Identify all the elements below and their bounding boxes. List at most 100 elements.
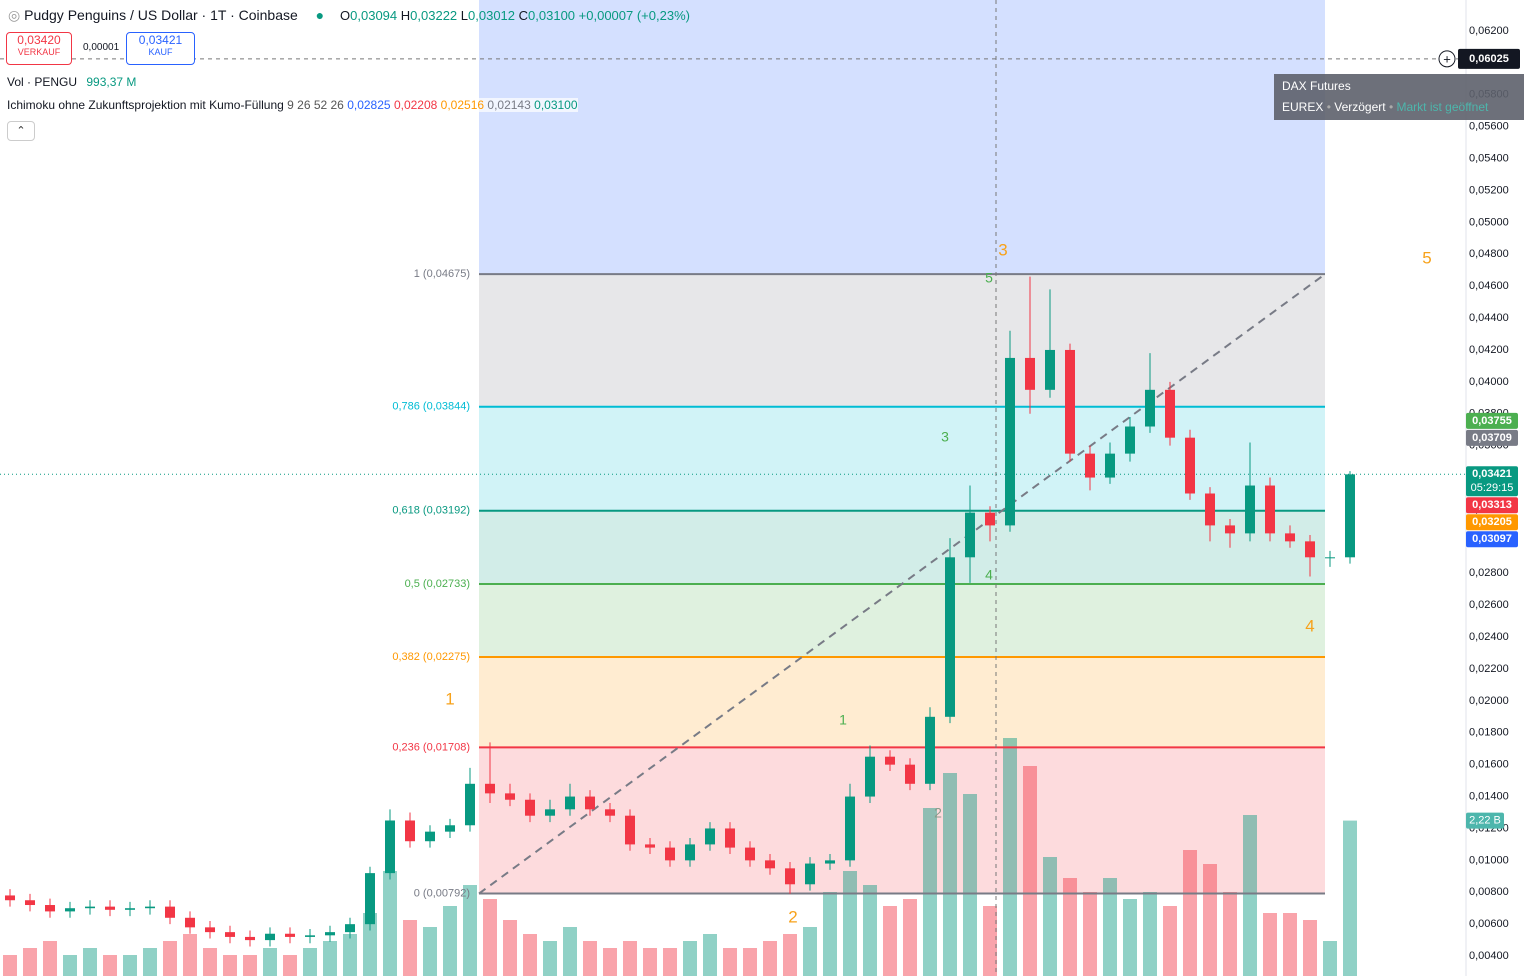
- volume-bar: [23, 948, 37, 976]
- volume-bar: [823, 892, 837, 976]
- wave-label: 2: [788, 907, 797, 926]
- volume-bar: [203, 948, 217, 976]
- candle-body: [1045, 349, 1055, 390]
- candle-body: [185, 917, 195, 928]
- fib-label: 1 (0,04675): [414, 268, 470, 280]
- candle-body: [925, 716, 935, 784]
- ohlc-key: H: [400, 8, 411, 23]
- volume-bar: [83, 948, 97, 976]
- fib-label: 0,382 (0,02275): [392, 651, 470, 663]
- volume-legend: Vol · PENGU 993,37 M: [7, 75, 136, 89]
- candle-body: [745, 847, 755, 861]
- volume-bar: [543, 941, 557, 976]
- y-tick-label: 0,05200: [1469, 184, 1509, 196]
- volume-bar: [683, 941, 697, 976]
- volume-bar: [1283, 913, 1297, 976]
- y-tick-label: 0,02200: [1469, 663, 1509, 675]
- candle-body: [1225, 525, 1235, 534]
- popup-status: Markt ist geöffnet: [1396, 100, 1489, 114]
- volume-bar: [1223, 892, 1237, 976]
- candle-body: [5, 895, 15, 901]
- volume-badge: [1466, 812, 1504, 829]
- volume-bar: [403, 920, 417, 976]
- volume-bar: [923, 808, 937, 976]
- volume-bar: [103, 955, 117, 976]
- candle-body: [385, 820, 395, 874]
- volume-bar: [263, 948, 277, 976]
- ohlc-value: 0,03012: [468, 8, 516, 23]
- candle-body: [625, 815, 635, 845]
- candle-body: [865, 756, 875, 797]
- volume-bar: [1323, 941, 1337, 976]
- buy-button[interactable]: 0,03421 KAUF: [126, 32, 195, 65]
- y-tick-label: 0,00400: [1469, 950, 1509, 962]
- volume-bar: [423, 927, 437, 976]
- y-tick-label: 0,01000: [1469, 854, 1509, 866]
- wave-label: 3: [941, 429, 949, 445]
- candle-body: [305, 935, 315, 937]
- volume-bar: [983, 906, 997, 976]
- volume-bar: [843, 871, 857, 976]
- crosshair-label: 0,06025: [1469, 53, 1509, 65]
- candle-body: [525, 799, 535, 816]
- indicator-value: 0,03100: [534, 98, 578, 112]
- ohlc-key: L: [460, 8, 469, 23]
- volume-bar: [303, 948, 317, 976]
- candle-body: [725, 828, 735, 848]
- volume-bar: [443, 906, 457, 976]
- candle-body: [285, 933, 295, 937]
- candle-body: [585, 796, 595, 810]
- candle-body: [845, 796, 855, 861]
- candle-body: [985, 512, 995, 526]
- y-tick-label: 0,02400: [1469, 631, 1509, 643]
- candle-body: [445, 825, 455, 832]
- fib-label: 0,236 (0,01708): [392, 741, 470, 753]
- ohlc-value: 0,03094: [350, 8, 398, 23]
- indicator-params: 9 26 52 26: [287, 98, 344, 112]
- price-badge: [1466, 466, 1518, 497]
- volume-bar: [803, 927, 817, 976]
- price-badge-label: 0,03755: [1472, 415, 1512, 427]
- volume-bar: [963, 794, 977, 976]
- fib-zone: [479, 510, 1325, 584]
- sell-button[interactable]: 0,03420 VERKAUF: [6, 32, 72, 65]
- indicator-legend: Ichimoku ohne Zukunftsprojektion mit Kum…: [7, 98, 578, 112]
- symbol: Pudgy Penguins / US Dollar · 1T · Coinba…: [24, 7, 298, 23]
- volume-bar: [603, 948, 617, 976]
- collapse-button[interactable]: ⌃: [7, 121, 35, 141]
- volume-bar: [143, 948, 157, 976]
- symbol-popup: DAX Futures EUREX • Verzögert • Markt is…: [1274, 74, 1524, 120]
- crosshair-badge: [1458, 48, 1520, 69]
- volume-bar: [223, 955, 237, 976]
- candle-body: [325, 932, 335, 936]
- price-badge: [1466, 514, 1518, 531]
- candle-body: [245, 936, 255, 941]
- volume-bar: [1063, 878, 1077, 976]
- volume-bar: [463, 885, 477, 976]
- volume-bar: [1243, 815, 1257, 976]
- change: +0,00007 (+0,23%): [578, 8, 690, 23]
- fib-label: 0,786 (0,03844): [392, 401, 470, 413]
- candle-body: [825, 860, 835, 864]
- volume-label: Vol · PENGU: [7, 75, 78, 89]
- candle-body: [765, 860, 775, 869]
- volume-bar: [1143, 892, 1157, 976]
- ohlc-value: 0,03100: [528, 8, 576, 23]
- candle-body: [125, 908, 135, 910]
- y-tick-label: 0,02800: [1469, 567, 1509, 579]
- candle-body: [885, 756, 895, 765]
- volume-bar: [363, 913, 377, 976]
- volume-bar: [1303, 920, 1317, 976]
- candle-body: [345, 924, 355, 933]
- fib-zone: [479, 406, 1325, 511]
- popup-info: EUREX • Verzögert • Markt ist geöffnet: [1282, 100, 1489, 114]
- candle-body: [405, 820, 415, 842]
- crosshair-plus: [1438, 50, 1456, 68]
- volume-bar: [1263, 913, 1277, 976]
- volume-bar: [623, 941, 637, 976]
- volume-bar: [663, 948, 677, 976]
- price-badge-label: 0,03313: [1472, 499, 1512, 511]
- candle-body: [265, 933, 275, 941]
- candle-body: [565, 796, 575, 810]
- candle-body: [145, 906, 155, 909]
